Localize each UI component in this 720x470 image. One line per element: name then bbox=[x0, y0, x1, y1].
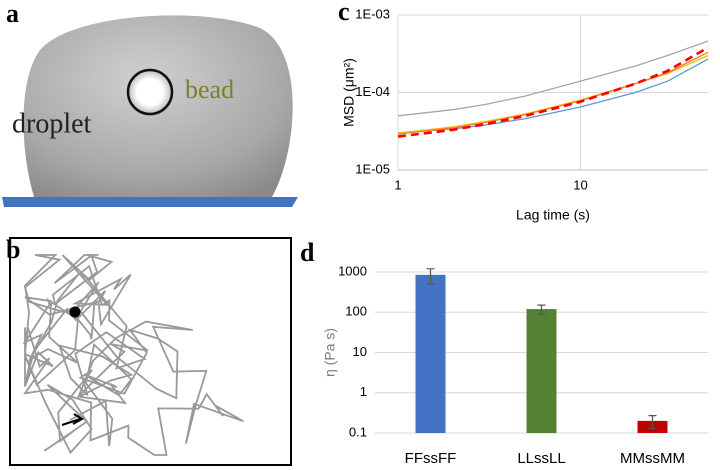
x-tick-label: MMssMM bbox=[620, 450, 685, 467]
x-tick-label: FFssFF bbox=[405, 450, 457, 467]
y-tick-label: 100 bbox=[345, 304, 367, 319]
bead-shape bbox=[126, 68, 174, 116]
panel-label: c bbox=[338, 0, 350, 26]
series-line bbox=[397, 58, 709, 134]
y-tick-label: 1 bbox=[360, 384, 367, 399]
substrate bbox=[2, 197, 298, 207]
series-line bbox=[397, 54, 709, 134]
panel-label: b bbox=[6, 235, 20, 264]
error-bar bbox=[648, 415, 657, 430]
y-tick-label: 0.1 bbox=[349, 424, 367, 439]
end-arrow bbox=[61, 413, 84, 426]
y-tick-label: 10 bbox=[353, 344, 367, 359]
y-axis-label: MSD (μm²) bbox=[341, 58, 357, 127]
y-tick-label: 1E-04 bbox=[355, 84, 390, 99]
series-line bbox=[397, 40, 709, 117]
y-tick-label: 1000 bbox=[338, 263, 367, 278]
start-dot bbox=[69, 306, 81, 318]
x-tick-label: 1 bbox=[394, 177, 401, 192]
panel-label: a bbox=[6, 0, 19, 28]
trajectory-path bbox=[22, 254, 244, 456]
error-bar bbox=[537, 304, 546, 315]
error-bar bbox=[426, 268, 435, 285]
droplet-label: droplet bbox=[12, 108, 92, 139]
x-axis-label: Lag time (s) bbox=[516, 207, 590, 223]
panel-label: d bbox=[300, 238, 315, 267]
bead-label: bead bbox=[185, 75, 234, 104]
y-tick-label: 1E-05 bbox=[355, 161, 390, 176]
y-tick-label: 1E-03 bbox=[355, 6, 390, 21]
trajectory-frame bbox=[9, 237, 292, 466]
x-tick-label: LLssLL bbox=[517, 450, 565, 467]
series-line bbox=[397, 51, 709, 135]
trajectory bbox=[22, 254, 244, 456]
series-line bbox=[397, 46, 709, 138]
x-tick-label: 10 bbox=[573, 177, 587, 192]
y-axis-label: η (Pa s) bbox=[322, 328, 338, 377]
bar bbox=[415, 274, 446, 433]
bar bbox=[526, 309, 557, 433]
